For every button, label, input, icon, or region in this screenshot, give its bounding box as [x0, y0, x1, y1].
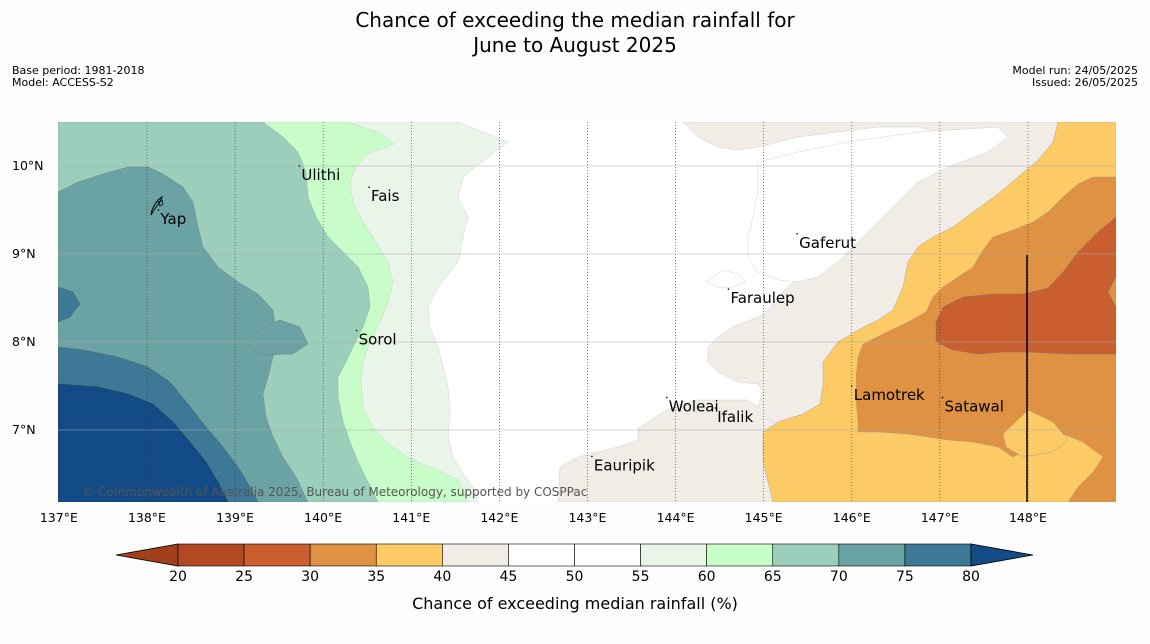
- colorbar-tick-label: 20: [169, 569, 187, 585]
- model-run-text: Model run: 24/05/2025: [1012, 64, 1138, 77]
- colorbar-segment: [375, 543, 443, 567]
- place-label: Gaferut: [799, 234, 856, 252]
- island-marker: [368, 186, 370, 188]
- longitude-label: 145°E: [744, 510, 783, 525]
- zone-35-40-pocket: [1002, 409, 1069, 458]
- island-marker: [727, 288, 730, 290]
- colorbar-tick-label: 40: [433, 569, 452, 585]
- longitude-label: 144°E: [656, 510, 695, 525]
- longitude-label: 138°E: [127, 510, 166, 525]
- island-marker: [298, 165, 301, 167]
- longitude-label: 147°E: [920, 510, 959, 525]
- colorbar-tick-label: 25: [235, 569, 253, 585]
- colorbar-segment: [243, 543, 311, 567]
- island-marker: [796, 232, 798, 235]
- island-marker: [850, 385, 853, 387]
- longitude-label: 142°E: [480, 510, 519, 525]
- base-period-text: Base period: 1981-2018: [12, 64, 145, 77]
- model-text: Model: ACCESS-S2: [12, 76, 114, 89]
- colorbar-segment: [508, 543, 575, 567]
- colorbar-segment: [640, 543, 707, 567]
- colorbar-segment: [177, 543, 245, 567]
- longitude-label: 146°E: [832, 510, 871, 525]
- map-title: Chance of exceeding the median rainfall …: [0, 8, 1150, 58]
- place-label: Faraulep: [730, 289, 794, 307]
- colorbar-title: Chance of exceeding median rainfall (%): [412, 594, 738, 613]
- colorbar-tick-label: 70: [829, 569, 848, 585]
- island-marker: [355, 329, 358, 332]
- place-label: Sorol: [359, 331, 397, 349]
- longitude-label: 137°E: [39, 510, 78, 525]
- colorbar-tick-label: 45: [499, 569, 518, 585]
- island-marker: [941, 396, 944, 399]
- place-label: Satawal: [945, 397, 1004, 415]
- rainfall-map: Ulithi Fais Yap Gaferut Faraulep Sorol Lamotre…: [58, 122, 1116, 502]
- colorbar-tick-label: 50: [565, 569, 584, 585]
- map-canvas: Ulithi Fais Yap Gaferut Faraulep Sorol Lamotre…: [58, 122, 1116, 502]
- place-label: Fais: [371, 187, 400, 205]
- colorbar-segment: [574, 543, 641, 567]
- title-line-2: June to August 2025: [473, 33, 677, 57]
- issued-text: Issued: 26/05/2025: [1031, 76, 1138, 89]
- island-marker: [157, 209, 160, 211]
- island-marker: [665, 396, 668, 399]
- longitude-label: 140°E: [304, 510, 343, 525]
- longitude-label: 143°E: [568, 510, 607, 525]
- colorbar-over-arrow: [970, 543, 1034, 567]
- colorbar-tick-label: 75: [895, 569, 914, 585]
- place-label: Eauripik: [594, 456, 655, 474]
- meta-right: Model run: 24/05/2025 Issued: 26/05/2025: [1012, 65, 1138, 89]
- island-marker: [714, 407, 717, 409]
- place-labels: Ulithi Fais Yap Gaferut Faraulep Sorol Lamotre…: [157, 165, 1004, 474]
- island-marker: [591, 455, 593, 458]
- longitude-label: 141°E: [392, 510, 431, 525]
- meta-left: Base period: 1981-2018 Model: ACCESS-S2: [12, 65, 144, 89]
- colorbar-tick-label: 80: [962, 569, 980, 585]
- colorbar-segment: [706, 543, 774, 567]
- title-line-1: Chance of exceeding the median rainfall …: [355, 8, 795, 32]
- colorbar-tick-label: 30: [301, 569, 320, 585]
- colorbar-tick-label: 60: [697, 569, 716, 585]
- colorbar-segment: [442, 543, 509, 567]
- colorbar-tick-label: 65: [763, 569, 782, 585]
- zone-small-pocket: [705, 269, 747, 289]
- zone-70-75-pocket: [245, 319, 309, 356]
- colorbar-segment: [838, 543, 906, 567]
- colorbar-tick-label: 35: [367, 569, 386, 585]
- latitude-label: 7°N: [12, 422, 36, 437]
- latitude-label: 10°N: [12, 158, 44, 173]
- yap-island-2: [157, 199, 164, 207]
- gridlines: [58, 122, 1116, 502]
- colorbar-segment: [772, 543, 840, 567]
- place-label: Lamotrek: [854, 386, 925, 404]
- colorbar-under-arrow: [115, 543, 179, 567]
- latitude-label: 9°N: [12, 246, 36, 261]
- place-label: Yap: [159, 210, 186, 228]
- colorbar-segment: [904, 543, 972, 567]
- colorbar-tick-label: 55: [631, 569, 650, 585]
- place-label: Ifalik: [717, 408, 753, 426]
- zone-above-80: [58, 383, 229, 502]
- latitude-label: 8°N: [12, 334, 36, 349]
- longitude-label: 139°E: [216, 510, 255, 525]
- yap-island: [150, 195, 164, 216]
- place-label: Woleai: [669, 397, 719, 415]
- longitude-label: 148°E: [1008, 510, 1047, 525]
- colorbar-segment: [309, 543, 377, 567]
- copyright-text: © Commonwealth of Australia 2025, Bureau…: [82, 485, 587, 499]
- colorbar: [115, 543, 1034, 567]
- place-label: Ulithi: [301, 166, 340, 184]
